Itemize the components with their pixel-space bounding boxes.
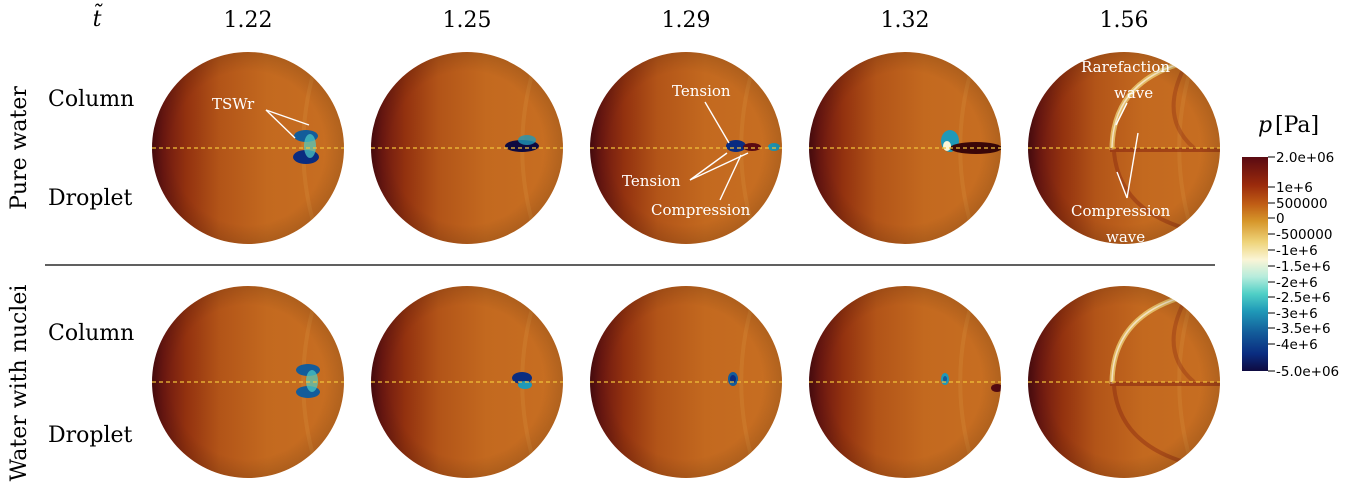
panel-shade [371, 286, 563, 478]
colorbar-ticks: 2.0e+06 1e+65000000-500000-1e+6-1.5e+6-2e… [1268, 150, 1339, 380]
time-value: 1.22 [224, 8, 273, 33]
panel-shade [590, 52, 782, 244]
annotation-tswr: TSWr [212, 95, 255, 113]
colorbar-tick-label: -5.0e+06 [1276, 364, 1339, 380]
row-label-droplet: Droplet [48, 186, 133, 211]
colorbar-tick-label: -3e+6 [1276, 306, 1318, 322]
colorbar-tick-label: 1e+6 [1276, 180, 1313, 196]
panel-shade [590, 286, 782, 478]
colorbar-tick-label: -2.5e+6 [1276, 290, 1331, 306]
colorbar-tick-label: -4e+6 [1276, 337, 1318, 353]
time-value: 1.25 [443, 8, 492, 33]
simulation-panel [152, 286, 344, 478]
simulation-panel [152, 52, 344, 244]
time-value: 1.29 [662, 8, 711, 33]
annotation-arrow [1116, 171, 1128, 199]
simulation-panel [809, 52, 1001, 244]
panel-shade [809, 286, 1001, 478]
panel-shade [152, 52, 344, 244]
panel-shade [371, 52, 563, 244]
annotation-rarefaction: Rarefaction [1081, 58, 1170, 76]
panel-shade [152, 286, 344, 478]
colorbar [1242, 157, 1268, 371]
simulation-panel [1028, 286, 1220, 478]
simulation-panel [371, 286, 563, 478]
colorbar-tick-label: -1.5e+6 [1276, 259, 1331, 275]
annotation-arrow [704, 101, 730, 144]
colorbar-tick-label: -3.5e+6 [1276, 321, 1331, 337]
colorbar-tick-label: -500000 [1276, 227, 1332, 243]
panel-shade [1028, 52, 1220, 244]
simulation-panel [1028, 52, 1220, 244]
annotation-compression-wave-label: wave [1106, 228, 1145, 246]
annotation-arrow [1126, 132, 1139, 199]
time-value: 1.32 [881, 8, 930, 33]
colorbar-title-unit: [Pa] [1275, 113, 1319, 138]
colorbar-tick-label: -2e+6 [1276, 275, 1318, 291]
row-label-droplet: Droplet [48, 423, 133, 448]
row-label-column: Column [48, 87, 134, 112]
panel-shade [1028, 286, 1220, 478]
annotation-arrow [265, 109, 310, 126]
annotation-arrow [265, 109, 296, 139]
panel-shade [809, 52, 1001, 244]
annotation-rarefaction-wave: wave [1114, 84, 1153, 102]
colorbar-tick-label: 500000 [1276, 196, 1328, 212]
annotation-arrow [719, 154, 742, 201]
group-label-pure-water: Pure water [7, 86, 32, 210]
annotation-arrow [689, 152, 749, 181]
colorbar-tick-label: 2.0e+06 [1276, 150, 1334, 166]
annotation-compression-wave: Compression [1071, 202, 1171, 220]
colorbar-tick-label: -1e+6 [1276, 243, 1318, 259]
simulation-panel [590, 286, 782, 478]
annotation-arrow [689, 152, 728, 181]
panels-grid [152, 52, 1220, 478]
time-symbol: t̃ [93, 2, 104, 32]
annotation-arrow [1115, 102, 1128, 126]
simulation-panel [371, 52, 563, 244]
time-value: 1.56 [1100, 8, 1149, 33]
simulation-panel [809, 286, 1001, 478]
annotation-compression: Compression [651, 201, 751, 219]
annotation-tension-upper: Tension [672, 82, 731, 100]
colorbar-title-symbol: p [1258, 113, 1272, 138]
row-label-column: Column [48, 321, 134, 346]
annotation-tension-lower: Tension [622, 172, 681, 190]
group-label-water-with-nuclei: Water with nuclei [7, 285, 32, 482]
annotation-layer: TSWr Tension Tension Compression Rarefac… [212, 58, 1171, 246]
colorbar-tick-label: 0 [1276, 211, 1285, 227]
